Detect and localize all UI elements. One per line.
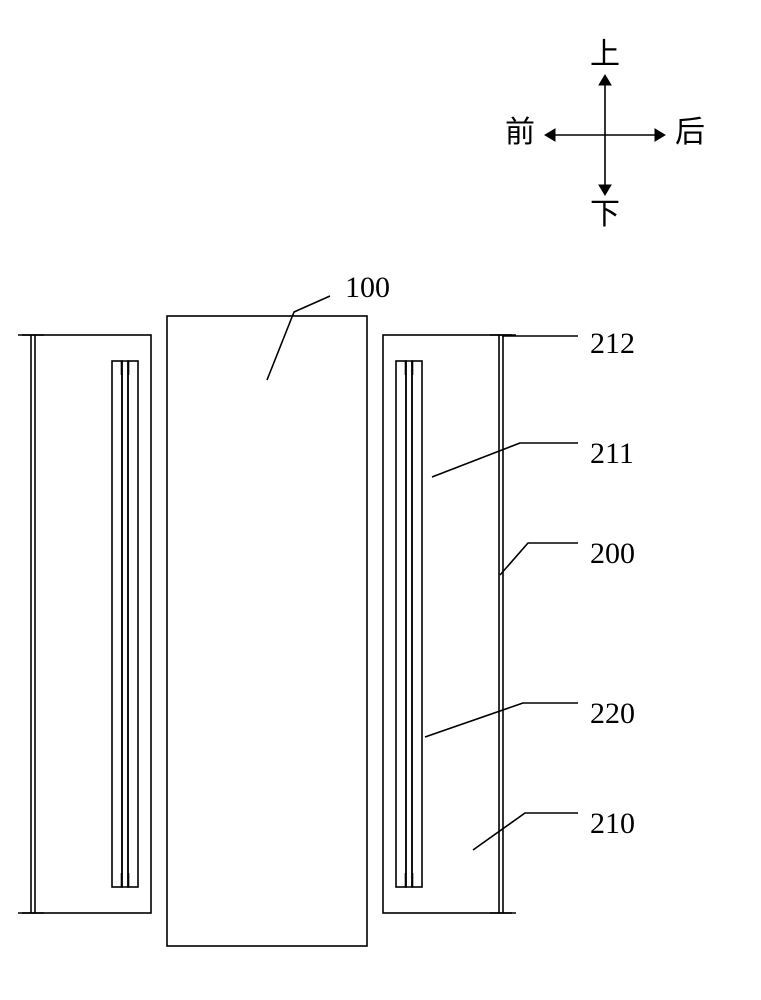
- callout-212-label: 212: [590, 327, 635, 360]
- center-block: [167, 316, 367, 946]
- compass-right-label: 后: [675, 116, 705, 149]
- callout-100-label: 100: [345, 271, 390, 304]
- callout-210: 210: [473, 807, 635, 850]
- callout-211: 211: [432, 437, 634, 477]
- callout-210-label: 210: [590, 807, 635, 840]
- callout-212: 212: [502, 327, 635, 360]
- left-panel: [22, 335, 151, 913]
- compass-left-label: 前: [505, 116, 535, 149]
- callout-211-label: 211: [590, 437, 634, 470]
- compass: 上下 前 后: [505, 38, 705, 231]
- callout-220: 220: [425, 697, 635, 737]
- callout-220-label: 220: [590, 697, 635, 730]
- right-panel: [383, 335, 512, 913]
- callout-200: 200: [500, 537, 635, 575]
- compass-up-label: 上: [590, 38, 620, 71]
- right-outer-flange: [490, 335, 516, 913]
- callout-100: 100: [267, 271, 390, 380]
- compass-down-label: 下: [590, 198, 620, 231]
- left-outer-flange: [18, 335, 44, 913]
- callout-200-label: 200: [590, 537, 635, 570]
